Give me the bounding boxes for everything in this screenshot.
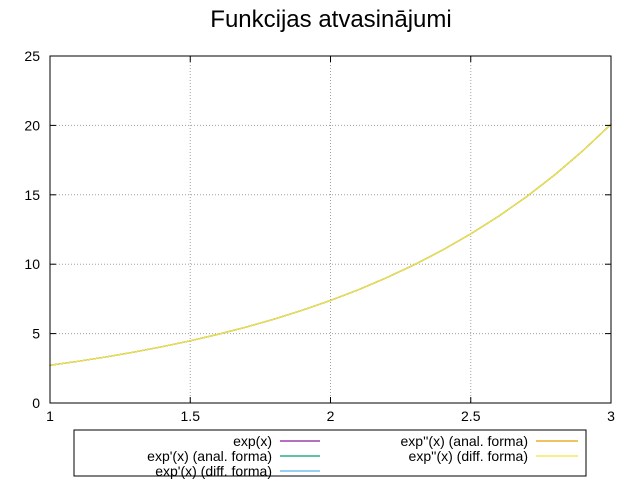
- x-tick-label: 1: [46, 408, 54, 424]
- grid-layer: [50, 56, 611, 403]
- x-tick-label: 1.5: [181, 408, 201, 424]
- data-point: [498, 215, 500, 217]
- x-tick-label: 3: [607, 408, 615, 424]
- data-point: [77, 360, 79, 362]
- data-point: [189, 340, 191, 342]
- data-point: [245, 326, 247, 328]
- data-point: [133, 351, 135, 353]
- chart-title: Funkcijas atvasinājumi: [210, 6, 451, 33]
- legend-box: [73, 429, 587, 477]
- data-point: [357, 289, 360, 291]
- data-point: [273, 318, 275, 320]
- data-point: [161, 346, 163, 348]
- tick-layer: 1 1.5 2 2.5 3 0 5 10 15 20 25: [24, 48, 615, 424]
- y-tick-label: 25: [24, 48, 40, 64]
- y-tick-label: 15: [24, 187, 40, 203]
- y-tick-label: 5: [32, 326, 40, 342]
- data-point: [554, 174, 556, 176]
- y-tick-label: 20: [24, 117, 40, 133]
- legend-label: exp(x): [233, 433, 272, 449]
- x-tick-label: 2: [327, 408, 335, 424]
- data-point: [442, 249, 444, 251]
- data-point: [526, 195, 528, 198]
- legend-label: exp'(x) (diff. forma): [155, 463, 272, 479]
- legend-label: exp'(x) (anal. forma): [147, 448, 272, 464]
- data-point: [386, 277, 388, 279]
- x-tick-label: 2.5: [461, 408, 481, 424]
- data-point: [582, 150, 584, 152]
- legend-label: exp''(x) (anal. forma): [401, 433, 529, 449]
- data-point: [414, 263, 416, 266]
- data-point: [301, 309, 304, 311]
- y-tick-label: 0: [32, 395, 40, 411]
- data-point: [470, 233, 472, 235]
- y-tick-label: 10: [24, 256, 40, 272]
- legend-label: exp''(x) (diff. forma): [409, 448, 528, 464]
- series-layer: [49, 123, 612, 366]
- legend: exp(x)exp'(x) (anal. forma)exp'(x) (diff…: [73, 429, 587, 479]
- data-point: [105, 356, 107, 358]
- data-point: [217, 333, 219, 335]
- data-point: [329, 299, 332, 302]
